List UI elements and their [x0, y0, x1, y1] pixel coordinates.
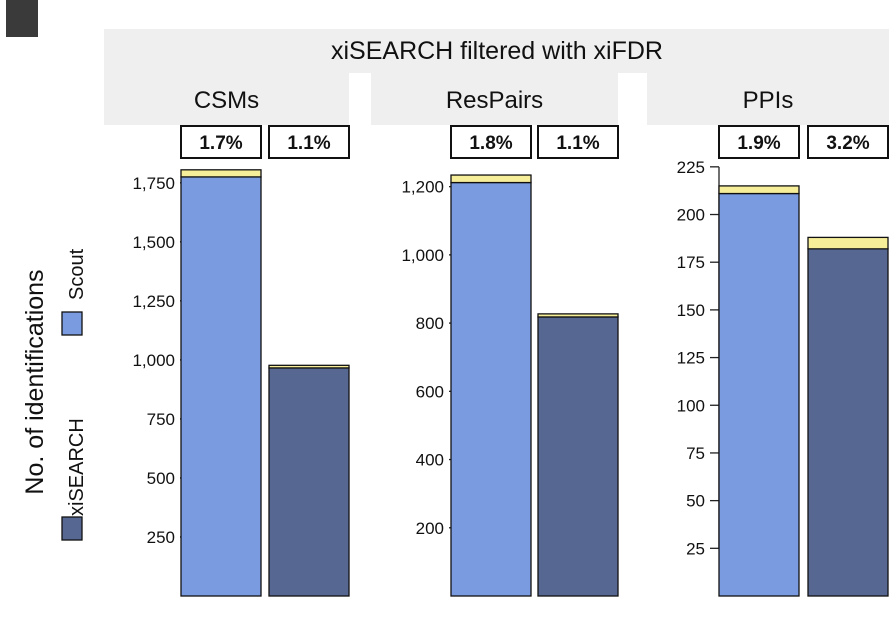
- y-tick-label: 1,750: [132, 174, 175, 193]
- y-axis-label: No. of identifications: [21, 269, 49, 494]
- panel-title: PPIs: [743, 87, 794, 114]
- y-tick-label: 100: [677, 396, 705, 415]
- y-tick-label: 175: [677, 253, 705, 272]
- fdr-label-box: [807, 125, 889, 159]
- y-tick-label: 1,000: [132, 351, 175, 370]
- bar-false-hits: [180, 169, 262, 178]
- y-tick-label: 250: [147, 528, 175, 547]
- fdr-label-box: [450, 125, 532, 159]
- legend-swatch-scout: [61, 311, 83, 336]
- panel-respairs: ResPairs 200 400 600 800 1,000 1,200 1.8% 1.1%: [371, 73, 619, 597]
- y-tick-label: 1,000: [401, 246, 444, 265]
- bar-scout: [180, 176, 262, 597]
- title-banner: [104, 29, 889, 73]
- fdr-label: 3.2%: [826, 133, 869, 154]
- panel-header: [371, 73, 618, 125]
- fdr-label: 1.1%: [287, 133, 330, 154]
- bar-xisearch: [268, 367, 350, 597]
- fdr-label-box: [537, 125, 619, 159]
- bar-false-hits: [450, 174, 532, 184]
- bar-false-hits: [537, 313, 619, 318]
- fdr-label: 1.7%: [199, 133, 242, 154]
- y-tick-label: 125: [677, 349, 705, 368]
- y-tick-label: 225: [677, 158, 705, 177]
- legend-label-xisearch: xiSEARCH: [66, 418, 88, 516]
- y-tick-label: 800: [416, 314, 444, 333]
- fdr-label-box: [180, 125, 262, 159]
- y-tick-label: 150: [677, 301, 705, 320]
- fdr-label: 1.8%: [469, 133, 512, 154]
- y-tick-label: 1,500: [132, 233, 175, 252]
- y-tick-label: 1,250: [132, 292, 175, 311]
- y-tick-label: 750: [147, 410, 175, 429]
- y-tick-label: 25: [686, 539, 705, 558]
- fdr-label: 1.9%: [737, 133, 780, 154]
- panel-title: CSMs: [194, 87, 259, 114]
- y-tick-label: 1,200: [401, 178, 444, 197]
- fdr-label: 1.1%: [556, 133, 599, 154]
- bar-false-hits: [807, 236, 889, 250]
- panel-csms: CSMs 250 500 750 1,000 1,250 1,500 1,750 1.7% 1.1…: [104, 73, 350, 597]
- y-tick-label: 200: [416, 519, 444, 538]
- y-tick-label: 50: [686, 492, 705, 511]
- bar-scout: [718, 192, 800, 597]
- panel-ppis: PPIs 25 50 75 100 125 150 175 200 225 1.9% 3.2%: [647, 73, 889, 597]
- bar-scout: [450, 181, 532, 597]
- bar-false-hits: [718, 185, 800, 195]
- bar-xisearch: [537, 316, 619, 597]
- corner-block: [6, 0, 38, 37]
- legend-swatch-xisearch: [61, 516, 83, 541]
- y-tick-label: 400: [416, 451, 444, 470]
- bar-false-hits: [268, 364, 350, 369]
- legend-label-scout: Scout: [66, 248, 88, 300]
- panel-header: [647, 73, 889, 125]
- bar-xisearch: [807, 248, 889, 597]
- panel-title: ResPairs: [446, 87, 543, 114]
- y-tick-label: 500: [147, 469, 175, 488]
- fdr-label-box: [718, 125, 800, 159]
- chart-title: xiSEARCH filtered with xiFDR: [331, 37, 663, 65]
- y-tick-label: 75: [686, 444, 705, 463]
- y-tick-label: 600: [416, 382, 444, 401]
- panel-header: [104, 73, 349, 125]
- y-tick-label: 200: [677, 206, 705, 225]
- fdr-label-box: [268, 125, 350, 159]
